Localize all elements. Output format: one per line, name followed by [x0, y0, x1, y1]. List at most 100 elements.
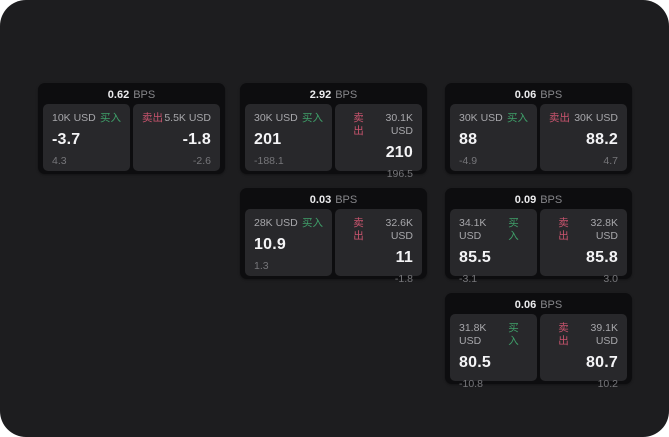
sell-size-label: 5.5K USD	[164, 112, 211, 124]
sell-top-row: 卖出 39.1K USD	[549, 322, 618, 348]
buy-size-label: 30K USD	[254, 112, 298, 124]
buy-change: -188.1	[254, 155, 284, 167]
bps-spread-value: 0.03	[309, 193, 332, 206]
buy-change: -4.9	[459, 155, 478, 167]
quote-card: 0.06 BPS 30K USD 买入 88 -4.9 卖出 30K USD 8…	[445, 83, 632, 174]
buy-size-label: 31.8K USD	[459, 322, 487, 347]
buy-price: -3.7	[52, 131, 81, 148]
bps-spread-value: 0.62	[107, 88, 130, 101]
buy-top-row: 10K USD 买入	[52, 112, 121, 125]
sell-price: -1.8	[182, 131, 211, 148]
buy-price: 80.5	[459, 354, 491, 371]
buy-change: 1.3	[254, 260, 269, 272]
card-body: 30K USD 买入 201 -188.1 卖出 30.1K USD 210 1…	[240, 104, 427, 180]
sell-quote-panel[interactable]: 卖出 32.8K USD 85.8 3.0	[540, 209, 627, 285]
sell-side-label: 卖出	[549, 112, 570, 124]
card-header: 0.06 BPS	[445, 83, 632, 104]
bps-spread-value: 0.06	[514, 88, 537, 101]
sell-price: 11	[395, 249, 413, 266]
sell-change: -1.8	[394, 273, 413, 285]
buy-side-label: 买入	[100, 112, 121, 124]
buy-side-label: 买入	[302, 112, 323, 124]
card-body: 28K USD 买入 10.9 1.3 卖出 32.6K USD 11 -1.8	[240, 209, 427, 285]
bps-unit-label: BPS	[133, 88, 156, 101]
buy-side-label: 买入	[302, 217, 323, 229]
sell-quote-panel[interactable]: 卖出 30K USD 88.2 4.7	[540, 104, 627, 171]
buy-top-row: 34.1K USD 买入	[459, 217, 528, 243]
sell-price: 210	[385, 144, 413, 161]
bps-spread-value: 2.92	[309, 88, 332, 101]
sell-side-label: 卖出	[558, 322, 569, 347]
buy-change: -10.8	[459, 378, 483, 390]
sell-top-row: 卖出 32.8K USD	[549, 217, 618, 243]
sell-change: 10.2	[597, 378, 618, 390]
card-header: 2.92 BPS	[240, 83, 427, 104]
buy-top-row: 30K USD 买入	[459, 112, 528, 125]
card-header: 0.09 BPS	[445, 188, 632, 209]
bps-spread-value: 0.09	[514, 193, 537, 206]
buy-size-label: 34.1K USD	[459, 217, 487, 242]
buy-top-row: 30K USD 买入	[254, 112, 323, 125]
sell-quote-panel[interactable]: 卖出 32.6K USD 11 -1.8	[335, 209, 422, 285]
buy-quote-panel[interactable]: 30K USD 买入 201 -188.1	[245, 104, 332, 171]
quote-card: 0.09 BPS 34.1K USD 买入 85.5 -3.1 卖出 32.8K…	[445, 188, 632, 285]
buy-side-label: 买入	[507, 112, 528, 124]
sell-price: 80.7	[586, 354, 618, 371]
sell-size-label: 39.1K USD	[590, 322, 618, 347]
sell-quote-panel[interactable]: 卖出 30.1K USD 210 196.5	[335, 104, 422, 180]
bps-spread-value: 0.06	[514, 298, 537, 311]
sell-size-label: 32.6K USD	[385, 217, 413, 242]
sell-change: -2.6	[192, 155, 211, 167]
bps-unit-label: BPS	[540, 88, 563, 101]
buy-quote-panel[interactable]: 30K USD 买入 88 -4.9	[450, 104, 537, 171]
bps-unit-label: BPS	[335, 193, 358, 206]
buy-size-label: 10K USD	[52, 112, 96, 124]
bps-unit-label: BPS	[540, 298, 563, 311]
card-body: 34.1K USD 买入 85.5 -3.1 卖出 32.8K USD 85.8…	[445, 209, 632, 285]
sell-size-label: 30K USD	[574, 112, 618, 124]
sell-size-label: 30.1K USD	[385, 112, 413, 137]
buy-side-label: 买入	[508, 217, 519, 242]
sell-price: 88.2	[586, 131, 618, 148]
buy-side-label: 买入	[508, 322, 519, 347]
card-header: 0.62 BPS	[38, 83, 225, 104]
sell-price: 85.8	[586, 249, 618, 266]
buy-price: 85.5	[459, 249, 491, 266]
buy-change: -3.1	[459, 273, 478, 285]
card-header: 0.03 BPS	[240, 188, 427, 209]
buy-size-label: 28K USD	[254, 217, 298, 229]
buy-price: 10.9	[254, 236, 286, 253]
buy-quote-panel[interactable]: 34.1K USD 买入 85.5 -3.1	[450, 209, 537, 285]
sell-top-row: 卖出 30K USD	[549, 112, 618, 125]
sell-change: 3.0	[603, 273, 618, 285]
buy-quote-panel[interactable]: 31.8K USD 买入 80.5 -10.8	[450, 314, 537, 390]
quote-card: 0.03 BPS 28K USD 买入 10.9 1.3 卖出 32.6K US…	[240, 188, 427, 285]
sell-side-label: 卖出	[353, 217, 364, 242]
card-body: 31.8K USD 买入 80.5 -10.8 卖出 39.1K USD 80.…	[445, 314, 632, 390]
buy-quote-panel[interactable]: 10K USD 买入 -3.7 4.3	[43, 104, 130, 171]
sell-change: 196.5	[386, 168, 413, 180]
card-body: 30K USD 买入 88 -4.9 卖出 30K USD 88.2 4.7	[445, 104, 632, 171]
sell-side-label: 卖出	[353, 112, 364, 137]
card-body: 10K USD 买入 -3.7 4.3 卖出 5.5K USD -1.8 -2.…	[38, 104, 225, 171]
buy-size-label: 30K USD	[459, 112, 503, 124]
sell-top-row: 卖出 30.1K USD	[344, 112, 413, 138]
quote-card: 0.06 BPS 31.8K USD 买入 80.5 -10.8 卖出 39.1…	[445, 293, 632, 390]
quote-card: 2.92 BPS 30K USD 买入 201 -188.1 卖出 30.1K …	[240, 83, 427, 180]
buy-quote-panel[interactable]: 28K USD 买入 10.9 1.3	[245, 209, 332, 276]
sell-quote-panel[interactable]: 卖出 39.1K USD 80.7 10.2	[540, 314, 627, 390]
buy-price: 88	[459, 131, 478, 148]
buy-top-row: 28K USD 买入	[254, 217, 323, 230]
card-header: 0.06 BPS	[445, 293, 632, 314]
sell-quote-panel[interactable]: 卖出 5.5K USD -1.8 -2.6	[133, 104, 220, 171]
sell-top-row: 卖出 32.6K USD	[344, 217, 413, 243]
sell-size-label: 32.8K USD	[590, 217, 618, 242]
buy-top-row: 31.8K USD 买入	[459, 322, 528, 348]
sell-top-row: 卖出 5.5K USD	[142, 112, 211, 125]
sell-side-label: 卖出	[142, 112, 163, 124]
quote-card: 0.62 BPS 10K USD 买入 -3.7 4.3 卖出 5.5K USD…	[38, 83, 225, 174]
buy-price: 201	[254, 131, 282, 148]
sell-side-label: 卖出	[558, 217, 569, 242]
buy-change: 4.3	[52, 155, 67, 167]
